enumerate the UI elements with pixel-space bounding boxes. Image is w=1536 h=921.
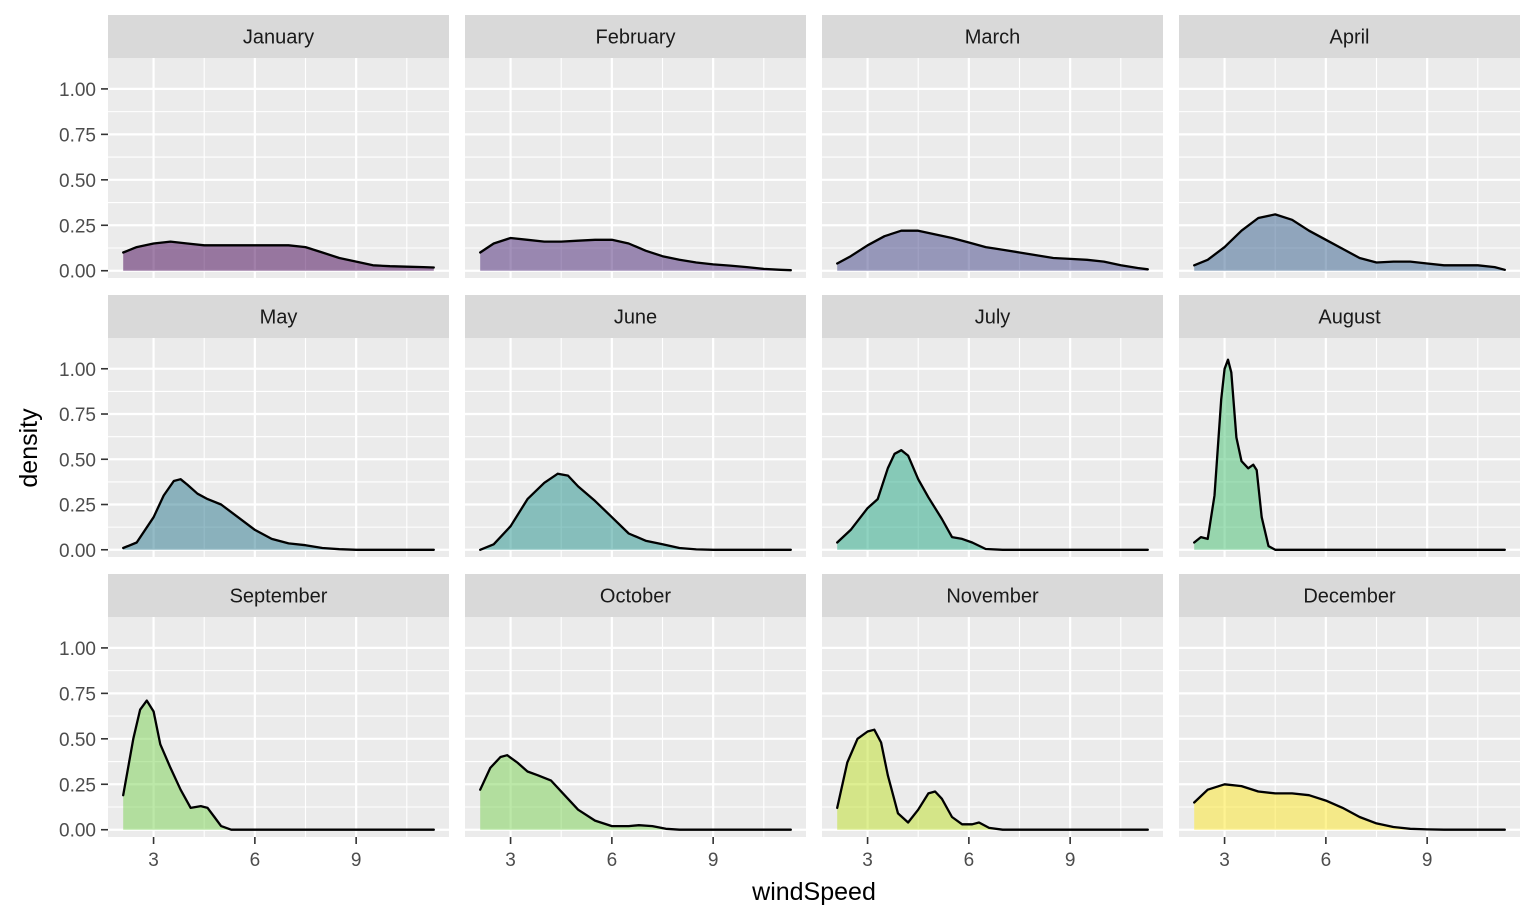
density-line xyxy=(122,240,435,269)
facet-strip xyxy=(108,574,449,617)
facet-panel-january: January xyxy=(108,15,449,278)
facet-strip-label: March xyxy=(965,27,1021,49)
x-tick-label: 9 xyxy=(708,850,719,871)
facet-strip-label: July xyxy=(975,307,1011,329)
facet-strip-label: December xyxy=(1303,586,1396,608)
facet-panel-february: February xyxy=(465,15,806,278)
facet-strip xyxy=(1179,295,1520,338)
facet-strip xyxy=(822,574,1163,617)
x-tick-label: 6 xyxy=(250,850,261,871)
y-tick-label: 0.50 xyxy=(59,730,96,751)
y-tick-label: 1.00 xyxy=(59,80,96,101)
x-tick-label: 3 xyxy=(1219,850,1230,871)
facet-panel-may: May xyxy=(108,295,449,557)
facet-strip-label: April xyxy=(1329,27,1369,49)
facet-strip-label: October xyxy=(600,586,671,608)
x-tick-label: 9 xyxy=(351,850,362,871)
facet-panel-june: June xyxy=(465,295,806,557)
density-line xyxy=(836,728,1149,831)
facet-panel-november: November xyxy=(822,574,1163,837)
density-line xyxy=(836,229,1149,271)
y-tick-label: 0.50 xyxy=(59,171,96,192)
density-line xyxy=(1193,358,1506,551)
density-area xyxy=(480,473,791,550)
y-tick-label: 0.00 xyxy=(59,262,96,283)
density-area xyxy=(123,241,434,271)
density-line xyxy=(1193,783,1506,831)
density-area xyxy=(837,450,1148,550)
facet-panel-september: September xyxy=(108,574,449,837)
density-line xyxy=(836,449,1149,551)
facet-strip xyxy=(822,295,1163,338)
x-tick-label: 6 xyxy=(964,850,975,871)
facet-strip xyxy=(108,15,449,58)
density-area xyxy=(1194,784,1505,830)
y-tick-label: 0.50 xyxy=(59,450,96,471)
y-tick-label: 0.00 xyxy=(59,821,96,842)
facet-panel-august: August xyxy=(1179,295,1520,557)
facet-strip-label: June xyxy=(614,307,657,329)
y-tick-label: 0.75 xyxy=(59,125,96,146)
x-tick-label: 6 xyxy=(1321,850,1332,871)
y-tick-label: 0.75 xyxy=(59,684,96,705)
density-area xyxy=(1194,214,1505,271)
density-area xyxy=(837,230,1148,271)
facet-strip xyxy=(465,574,806,617)
density-area xyxy=(123,700,434,830)
y-tick-label: 1.00 xyxy=(59,360,96,381)
density-line xyxy=(1193,213,1506,271)
axes: 0.00 0.25 0.50 0.75 1.00 0.00 0.25 0.50 0.75 1.00… xyxy=(59,80,1432,871)
facet-strip-label: January xyxy=(243,27,314,49)
facet-panel-october: October xyxy=(465,574,806,837)
x-tick-label: 6 xyxy=(607,850,618,871)
facet-panel-december: December xyxy=(1179,574,1520,837)
density-line xyxy=(122,478,435,551)
x-tick-label: 9 xyxy=(1065,850,1076,871)
density-line xyxy=(479,236,792,272)
facet-panel-april: April xyxy=(1179,15,1520,278)
y-axis-title: density xyxy=(15,408,43,488)
facet-strip xyxy=(822,15,1163,58)
facet-strip-label: September xyxy=(230,586,328,608)
density-area xyxy=(1194,359,1505,550)
y-tick-label: 0.75 xyxy=(59,405,96,426)
x-tick-label: 3 xyxy=(148,850,159,871)
density-area xyxy=(480,755,791,830)
facet-strip-label: November xyxy=(946,586,1039,608)
y-tick-label: 0.25 xyxy=(59,775,96,796)
facet-panel-july: July xyxy=(822,295,1163,557)
facet-strip xyxy=(1179,15,1520,58)
facet-panels: January February March April May June July Augu… xyxy=(108,15,1520,837)
density-area xyxy=(837,729,1148,830)
x-tick-label: 3 xyxy=(862,850,873,871)
y-tick-label: 0.25 xyxy=(59,216,96,237)
x-tick-label: 3 xyxy=(505,850,516,871)
density-area xyxy=(480,238,791,271)
density-line xyxy=(479,472,792,551)
y-tick-label: 1.00 xyxy=(59,639,96,660)
density-area xyxy=(123,479,434,550)
facet-panel-march: March xyxy=(822,15,1163,278)
facet-strip xyxy=(108,295,449,338)
x-axis-title: windSpeed xyxy=(751,878,876,906)
y-tick-label: 0.00 xyxy=(59,541,96,562)
facet-strip xyxy=(465,295,806,338)
facet-strip xyxy=(465,15,806,58)
facet-strip-label: May xyxy=(260,307,298,329)
y-tick-label: 0.25 xyxy=(59,496,96,517)
density-line xyxy=(479,754,792,831)
facet-strip xyxy=(1179,574,1520,617)
facet-strip-label: August xyxy=(1318,307,1381,329)
density-line xyxy=(122,699,435,831)
facet-strip-label: February xyxy=(595,27,675,49)
x-tick-label: 9 xyxy=(1422,850,1433,871)
